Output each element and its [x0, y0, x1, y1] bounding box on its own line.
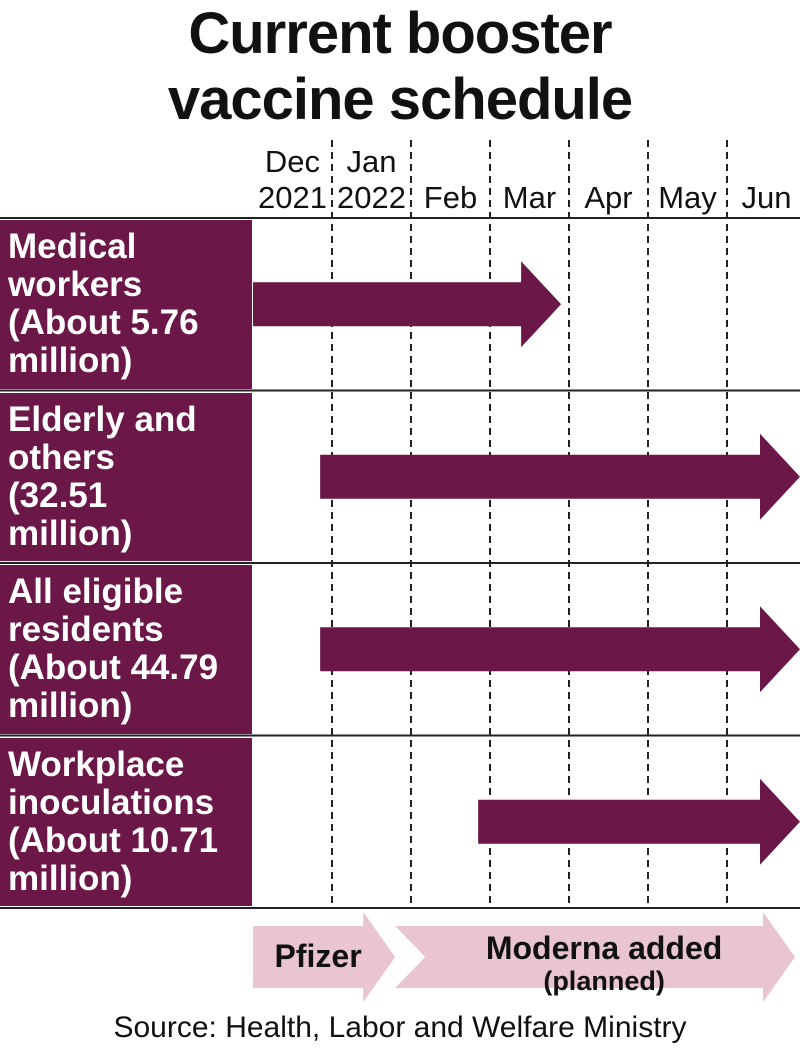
month-label: Dec 2021 — [258, 144, 327, 215]
month-label: Jun — [741, 180, 792, 215]
schedule-bar — [320, 433, 800, 520]
vaccine-phase-arrow — [253, 912, 396, 1002]
schedule-bar — [478, 778, 800, 865]
group-label: Medical workers (About 5.76 million) — [0, 220, 252, 389]
month-label: Mar — [502, 180, 557, 215]
chart-title-line-2: vaccine schedule — [167, 67, 633, 132]
vaccine-phase-arrow — [395, 912, 795, 1002]
month-label: Jan 2022 — [337, 144, 406, 215]
month-label: Apr — [584, 180, 633, 215]
group-label: Elderly and others (32.51 million) — [0, 392, 252, 561]
schedule-bar — [253, 261, 562, 348]
vaccine-phase-label: Pfizer — [274, 938, 362, 974]
vaccine-phase-label: Moderna added (planned) — [485, 930, 723, 996]
chart-title-line-1: Current booster — [188, 1, 612, 66]
schedule-bar — [320, 606, 800, 693]
month-label: Feb — [423, 180, 478, 215]
source-note: Source: Health, Labor and Welfare Minist… — [113, 1011, 687, 1044]
group-label: All eligible residents (About 44.79 million… — [0, 565, 252, 734]
group-label: Workplace inoculations (About 10.71 million… — [0, 737, 252, 906]
month-label: May — [658, 180, 717, 215]
